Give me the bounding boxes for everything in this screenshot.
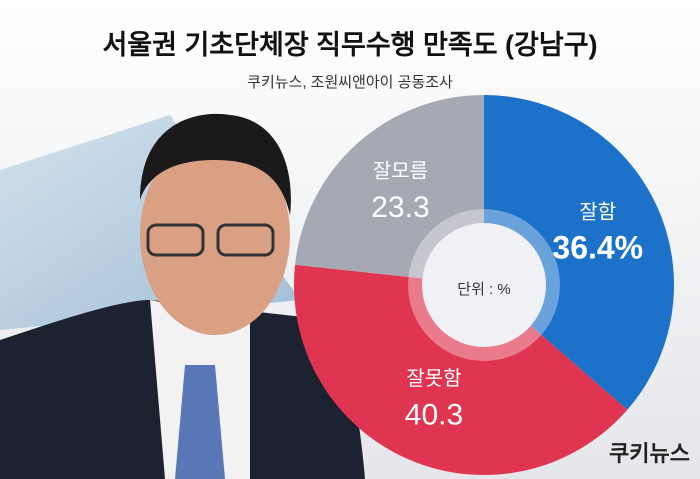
slice-label: 잘못함 xyxy=(406,367,461,390)
chart-title: 서울권 기초단체장 직무수행 만족도 (강남구) xyxy=(102,30,597,60)
value-label: 40.3 xyxy=(405,398,463,431)
slice-label: 잘모름 xyxy=(373,159,428,182)
donut-hole xyxy=(422,223,546,347)
logo: 쿠키뉴스 xyxy=(609,441,690,466)
photo xyxy=(0,113,365,479)
value-label: 23.3 xyxy=(371,191,429,224)
slice xyxy=(295,95,484,285)
slice xyxy=(294,264,628,475)
slice-label: 잘함 xyxy=(579,200,616,223)
donut: 잘함 36.4% 잘못함 40.3 잘모름 23.3 xyxy=(294,95,674,475)
value-label: 36.4% xyxy=(552,230,643,266)
center-label: 단위 : % xyxy=(457,281,510,298)
slice xyxy=(484,95,674,410)
chart-subtitle: 쿠키뉴스, 조원씨앤아이 공동조사 xyxy=(247,74,453,91)
